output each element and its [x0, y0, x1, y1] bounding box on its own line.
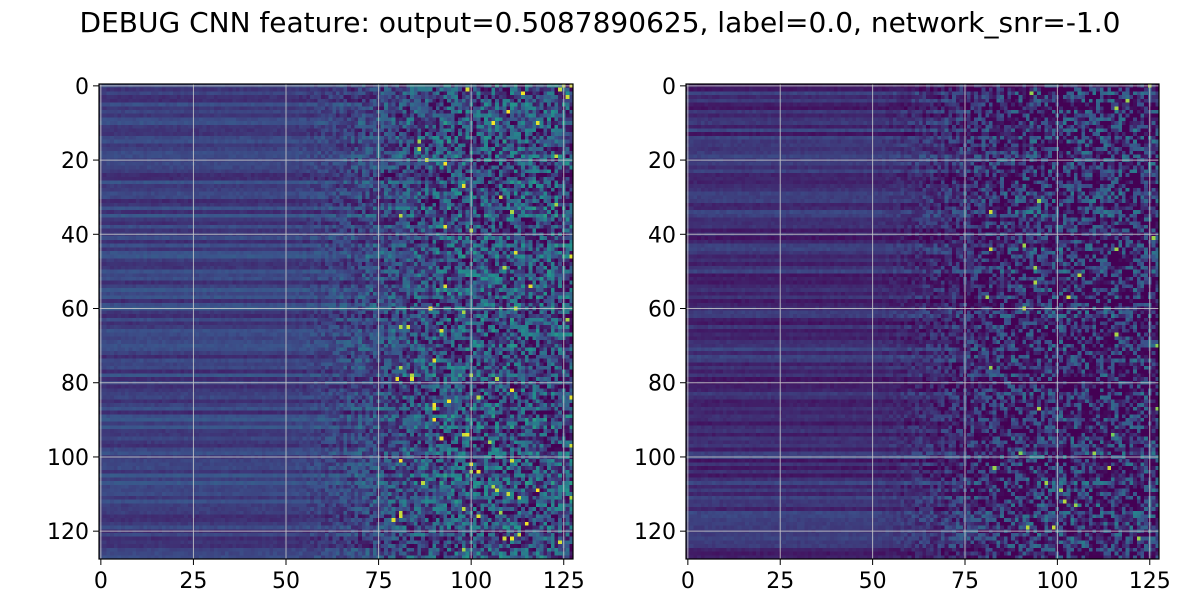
x-tick-label: 0: [94, 569, 108, 594]
x-tick-label: 100: [450, 569, 492, 594]
heatmap-panel-right: 0 25 50 75 100 125 0 20 40 60 80 100 120: [634, 75, 1171, 594]
x-tick-label: 125: [543, 569, 585, 594]
y-tick-label: 40: [648, 223, 676, 248]
y-tick-label: 120: [47, 520, 89, 545]
y-tick-label: 80: [61, 372, 89, 397]
x-tick-label: 75: [951, 569, 979, 594]
heatmap-image: [686, 84, 1159, 559]
x-tick-label: 125: [1129, 569, 1171, 594]
x-tick-label: 25: [179, 569, 207, 594]
x-tick-label: 25: [766, 569, 794, 594]
y-tick-label: 60: [648, 298, 676, 323]
y-tick-label: 20: [648, 149, 676, 174]
x-tick-label: 100: [1036, 569, 1078, 594]
y-tick-label: 0: [75, 75, 89, 100]
figure-title: DEBUG CNN feature: output=0.5087890625, …: [79, 6, 1121, 39]
y-tick-label: 100: [47, 446, 89, 471]
x-tick-label: 50: [272, 569, 300, 594]
y-tick-label: 40: [61, 223, 89, 248]
y-tick-label: 60: [61, 298, 89, 323]
y-tick-label: 20: [61, 149, 89, 174]
axes-frame: [98, 83, 574, 560]
axes-frame: [685, 83, 1160, 560]
y-tick-label: 0: [662, 75, 676, 100]
x-tick-label: 50: [859, 569, 887, 594]
x-tick-label: 0: [681, 569, 695, 594]
heatmap-image: [99, 84, 573, 559]
x-tick-label: 75: [365, 569, 393, 594]
y-tick-label: 80: [648, 372, 676, 397]
y-tick-label: 120: [634, 520, 676, 545]
y-tick-label: 100: [634, 446, 676, 471]
heatmap-panel-left: 0 25 50 75 100 125 0 20 40 60 80 100 120: [47, 75, 585, 594]
